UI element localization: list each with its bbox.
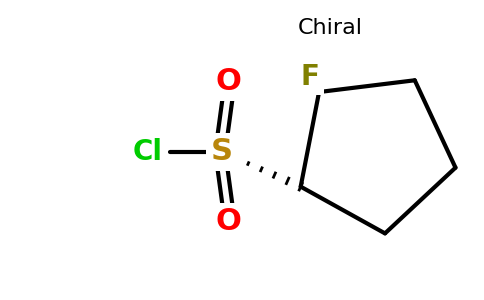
Text: Chiral: Chiral bbox=[298, 18, 363, 38]
Text: O: O bbox=[215, 68, 241, 97]
Text: Cl: Cl bbox=[133, 138, 163, 166]
Text: O: O bbox=[215, 208, 241, 236]
Text: S: S bbox=[211, 137, 233, 166]
Text: F: F bbox=[301, 63, 319, 91]
